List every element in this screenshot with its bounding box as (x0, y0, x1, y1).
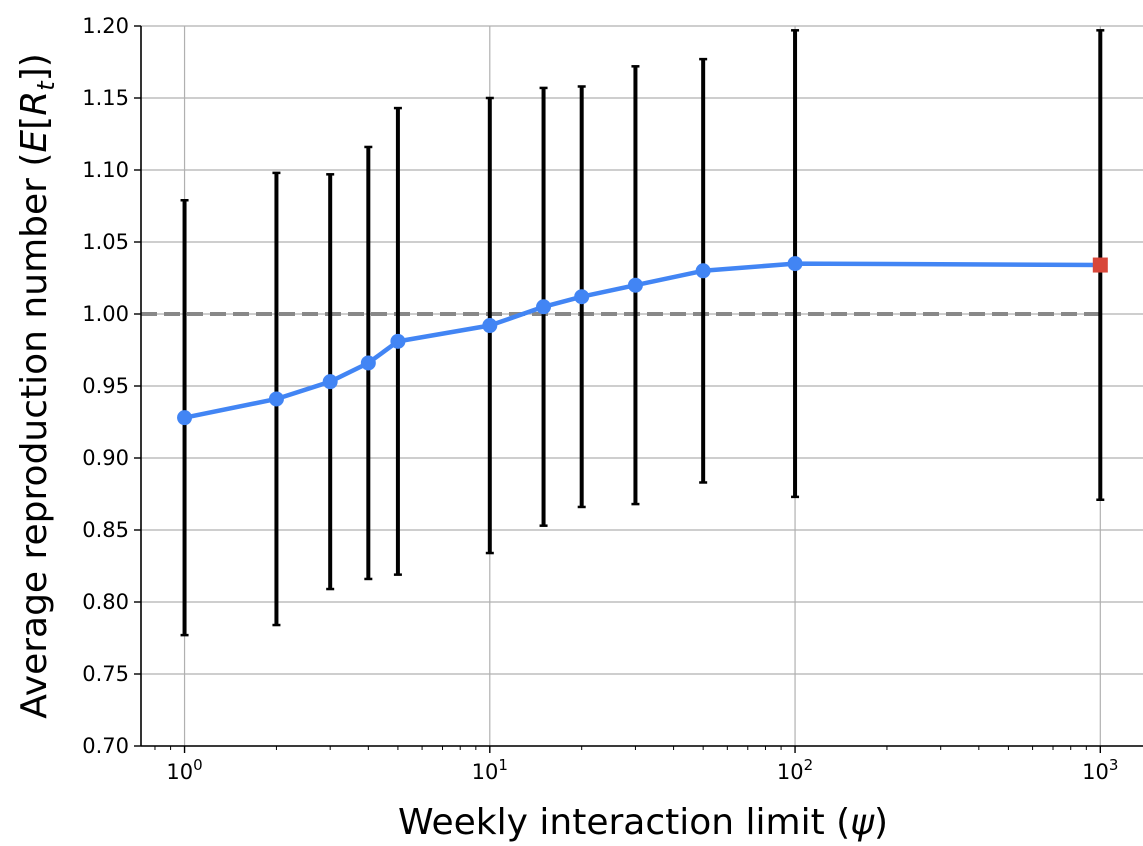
y-tick-label: 0.85 (82, 518, 129, 542)
data-point (787, 256, 803, 272)
x-axis-ticks: 100 101 102 103 (166, 746, 1118, 784)
x-tick-label: 101 (472, 756, 508, 784)
data-point (536, 299, 552, 315)
data-point (268, 391, 284, 407)
data-point (177, 410, 193, 426)
data-point (390, 333, 406, 349)
y-axis-title: Average reproduction number (E[Rt]) (14, 53, 60, 719)
y-tick-label: 0.80 (82, 590, 129, 614)
data-point-square (1092, 257, 1108, 273)
y-tick-label: 0.95 (82, 374, 129, 398)
x-minor-ticks (154, 746, 1087, 750)
y-tick-label: 1.10 (82, 158, 129, 182)
series-line (184, 261, 1101, 420)
y-tick-label: 0.70 (82, 734, 129, 758)
y-axis-ticks: 0.70 0.75 0.80 0.85 0.90 0.95 1.00 1.05 1.10 1.15… (82, 14, 141, 758)
series-layer (177, 256, 1108, 426)
data-point (482, 318, 498, 334)
y-tick-label: 1.20 (82, 14, 129, 38)
y-tick-label: 1.05 (82, 230, 129, 254)
x-tick-label: 102 (777, 756, 813, 784)
x-tick-label: 100 (166, 756, 202, 784)
y-tick-label: 0.90 (82, 446, 129, 470)
data-point (574, 289, 590, 305)
x-axis-title: Weekly interaction limit (ψ) (398, 802, 888, 843)
y-tick-label: 0.75 (82, 662, 129, 686)
data-point (627, 277, 643, 293)
error-bars (180, 29, 1105, 637)
x-tick-label: 103 (1082, 756, 1118, 784)
data-point (322, 374, 338, 390)
y-tick-label: 1.00 (82, 302, 129, 326)
y-tick-label: 1.15 (82, 86, 129, 110)
data-point (695, 263, 711, 279)
data-point (360, 355, 376, 371)
grid-layer (141, 25, 1143, 747)
